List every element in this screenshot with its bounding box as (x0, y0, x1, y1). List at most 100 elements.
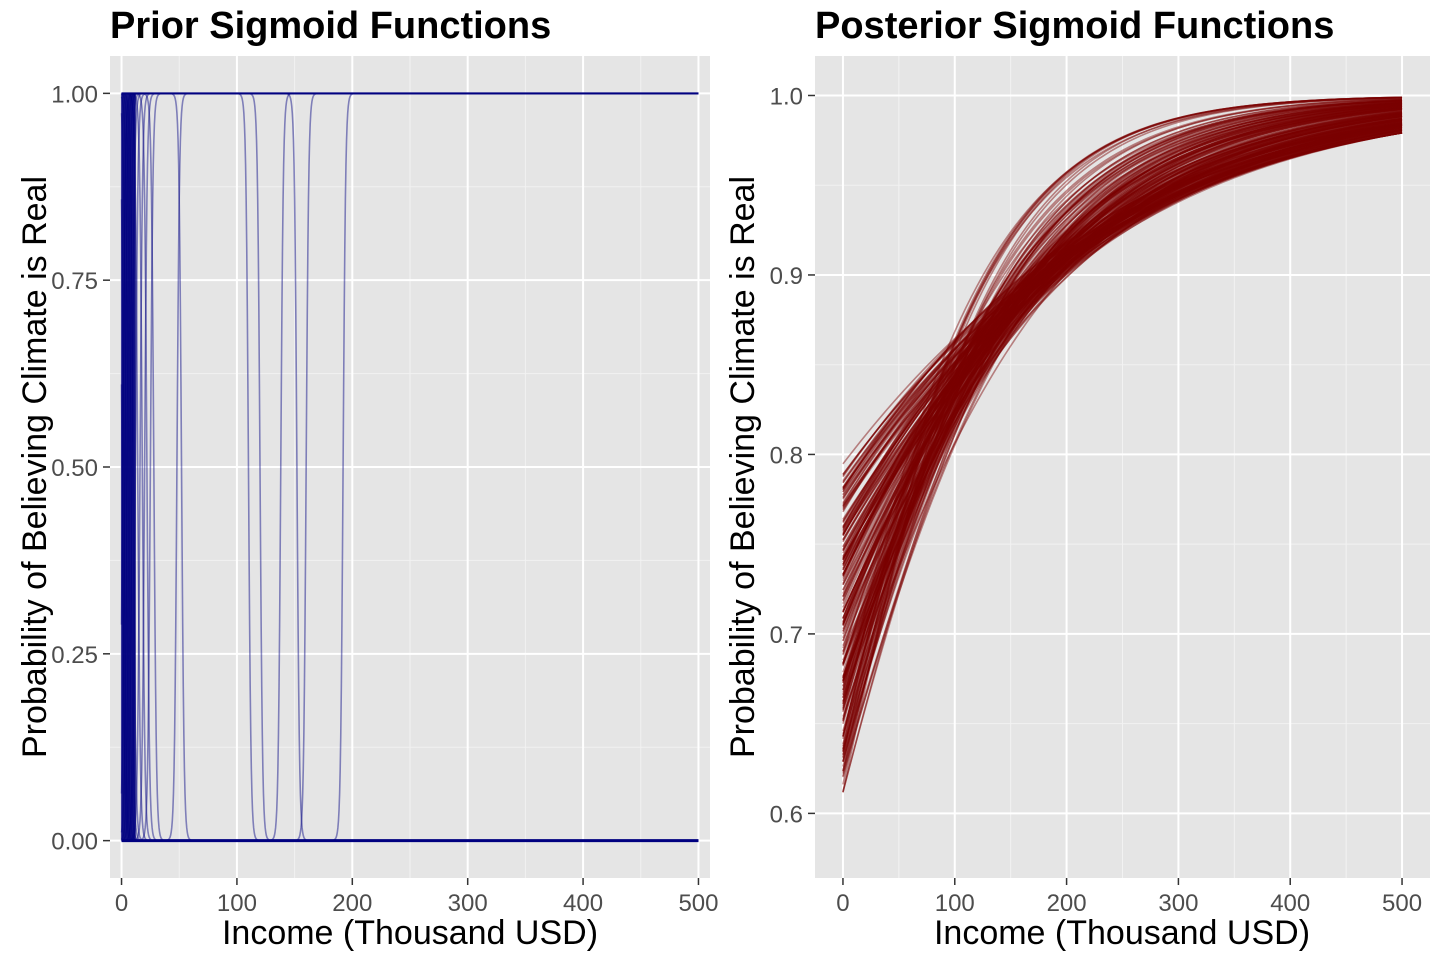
posterior-series-line (842, 117, 1403, 571)
posterior-series-line (842, 121, 1403, 533)
posterior-series-line (842, 107, 1403, 678)
posterior-series-line (842, 107, 1403, 649)
posterior-series-line (842, 104, 1403, 696)
posterior-series-line (842, 126, 1403, 565)
posterior-series-line (842, 119, 1403, 528)
posterior-series-line (842, 129, 1403, 477)
posterior-series-line (842, 116, 1403, 576)
posterior-series-line (842, 128, 1403, 560)
posterior-series-line (842, 102, 1403, 724)
posterior-series-line (842, 106, 1403, 678)
posterior-series-line (842, 125, 1403, 547)
posterior-series-line (842, 129, 1403, 559)
posterior-series-line (842, 127, 1403, 478)
posterior-series-line (842, 100, 1403, 749)
posterior-series-line (842, 110, 1403, 702)
prior-x-tick-label: 400 (563, 890, 603, 917)
posterior-series-line (842, 98, 1403, 752)
posterior-series-line (842, 114, 1403, 565)
posterior-series-line (842, 113, 1403, 625)
posterior-series-line (842, 125, 1403, 560)
posterior-series-line (842, 115, 1403, 602)
posterior-series-line (842, 123, 1403, 534)
posterior-series-line (842, 122, 1403, 536)
posterior-x-ticks: 0 100 200 300 400 500 (836, 878, 1422, 917)
posterior-series-line (842, 121, 1403, 569)
prior-x-tick-label: 100 (217, 890, 257, 917)
posterior-series-line (842, 132, 1403, 482)
posterior-x-tick-label: 0 (836, 890, 849, 917)
posterior-series-lines (842, 96, 1403, 793)
posterior-series-line (842, 121, 1403, 527)
posterior-series-line (842, 123, 1403, 552)
prior-y-tick-label: 0.50 (51, 455, 98, 482)
posterior-series-line (842, 123, 1403, 575)
posterior-series-line (842, 96, 1403, 772)
prior-y-ticks: 0.00 0.25 0.50 0.75 1.00 (51, 81, 110, 856)
posterior-series-line (842, 117, 1403, 577)
prior-x-tick-label: 500 (678, 890, 718, 917)
posterior-series-line (842, 104, 1403, 756)
posterior-series-line (842, 109, 1403, 639)
posterior-series-line (842, 113, 1403, 642)
posterior-series-line (842, 96, 1403, 750)
posterior-y-tick-label: 0.6 (770, 801, 803, 828)
posterior-series-line (842, 122, 1403, 626)
posterior-series-line (842, 126, 1403, 536)
posterior-series-line (842, 118, 1403, 575)
posterior-series-line (842, 123, 1403, 488)
posterior-series-line (842, 118, 1403, 653)
posterior-series-line (842, 107, 1403, 699)
posterior-series-line (842, 108, 1403, 681)
posterior-series-line (842, 122, 1403, 491)
posterior-series-line (842, 101, 1403, 763)
posterior-series-line (842, 116, 1403, 594)
posterior-series-line (842, 115, 1403, 613)
posterior-series-line (842, 119, 1403, 582)
posterior-x-axis-label: Income (Thousand USD) (934, 914, 1310, 952)
posterior-series-line (842, 107, 1403, 632)
prior-y-tick-label: 1.00 (51, 81, 98, 108)
posterior-x-tick-label: 100 (935, 890, 975, 917)
posterior-series-line (842, 112, 1403, 597)
posterior-series-line (842, 124, 1403, 591)
posterior-series-line (842, 100, 1403, 745)
posterior-series-line (842, 112, 1403, 682)
prior-x-tick-label: 200 (332, 890, 372, 917)
posterior-grid (815, 56, 1430, 878)
posterior-series-line (842, 105, 1403, 704)
posterior-series-line (842, 118, 1403, 601)
posterior-series-line (842, 105, 1403, 664)
posterior-series-line (842, 104, 1403, 720)
posterior-series-line (842, 105, 1403, 683)
posterior-series-line (842, 129, 1403, 540)
posterior-series-line (842, 97, 1403, 738)
posterior-series-line (842, 131, 1403, 507)
posterior-series-line (842, 98, 1403, 753)
posterior-series-line (842, 103, 1403, 664)
posterior-series-line (842, 102, 1403, 695)
posterior-series-line (842, 128, 1403, 523)
posterior-series-line (842, 115, 1403, 661)
posterior-series-line (842, 117, 1403, 613)
posterior-series-line (842, 114, 1403, 682)
posterior-series-line (842, 111, 1403, 626)
posterior-series-line (842, 119, 1403, 612)
posterior-series-line (842, 111, 1403, 627)
posterior-series-line (842, 112, 1403, 579)
posterior-series-line (842, 100, 1403, 709)
posterior-series-line (842, 107, 1403, 703)
posterior-series-line (842, 110, 1403, 619)
posterior-series-line (842, 108, 1403, 673)
posterior-series-line (842, 96, 1403, 758)
posterior-series-line (842, 118, 1403, 591)
posterior-x-tick-label: 200 (1047, 890, 1087, 917)
posterior-series-line (842, 101, 1403, 690)
posterior-series-line (842, 96, 1403, 722)
posterior-series-line (842, 128, 1403, 507)
posterior-series-line (842, 124, 1403, 559)
posterior-series-line (842, 132, 1403, 508)
posterior-series-line (842, 99, 1403, 759)
posterior-y-tick-label: 0.9 (770, 263, 803, 290)
posterior-series-line (842, 129, 1403, 489)
